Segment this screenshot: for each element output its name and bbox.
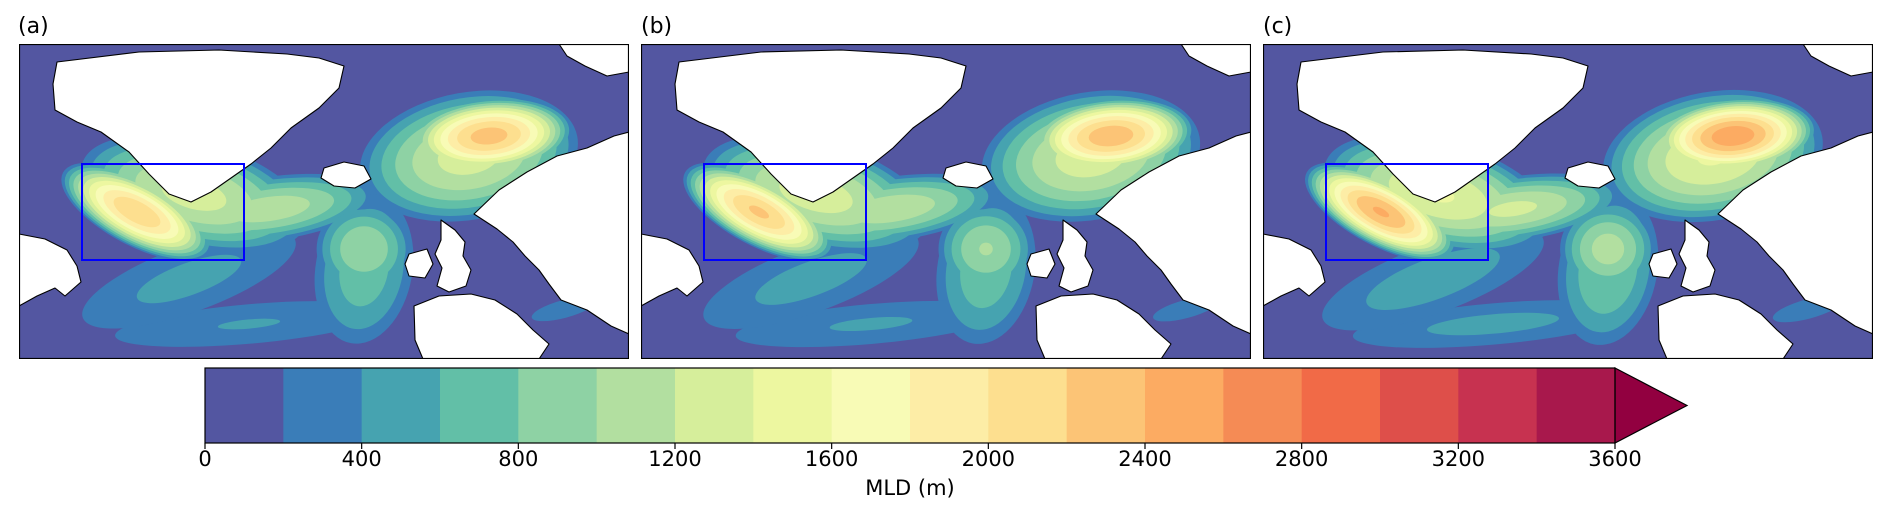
colorbar-tick-label: 1200 [648, 447, 702, 471]
coastline [1026, 248, 1056, 279]
map-panel-a [19, 44, 629, 359]
mld-field [61, 90, 597, 347]
colorbar-outline [204, 367, 1616, 444]
mld-contour [228, 195, 310, 223]
coastline [1717, 131, 1873, 335]
coastline [404, 248, 434, 279]
mld-contour [755, 253, 867, 305]
coastline [1056, 219, 1094, 293]
colorbar-bin [910, 368, 989, 443]
colorbar-bin [675, 368, 754, 443]
colorbar-tick-label: 2400 [1118, 447, 1172, 471]
colorbar-bin [988, 368, 1068, 443]
coastline [19, 233, 82, 307]
colorbar-tick-label: 3200 [1431, 447, 1486, 471]
land [19, 44, 629, 359]
mld-contour [1366, 248, 1500, 310]
colorbar-bin [283, 368, 363, 443]
coastline [674, 49, 967, 203]
colorbar-bin [1380, 368, 1459, 443]
mld-contour [340, 226, 388, 272]
map-panel-c [1263, 44, 1873, 359]
colorbar-title: MLD (m) [865, 476, 955, 500]
colorbar-extend-arrow [1614, 367, 1689, 444]
mld-contour [136, 254, 242, 304]
map-frame [19, 44, 629, 359]
colorbar-bin [361, 368, 441, 443]
colorbar-bin [205, 368, 284, 443]
colorbar-bin [596, 368, 676, 443]
coastline [1802, 44, 1873, 77]
coastline [558, 44, 629, 77]
colorbar-tick-label: 3600 [1588, 447, 1642, 471]
coastline [1657, 293, 1794, 359]
mld-contour [1372, 206, 1390, 218]
colorbar-tick-label: 0 [198, 447, 212, 471]
coastline [473, 131, 629, 335]
colorbar-bin [1301, 368, 1381, 443]
mld-contour [749, 205, 769, 219]
colorbar-bin [1458, 368, 1538, 443]
panel-label-a: (a) [18, 14, 49, 39]
mld-contour [1488, 201, 1538, 217]
colorbar-bin [753, 368, 833, 443]
colorbar-tick-label: 2000 [961, 447, 1016, 471]
mld-contour [847, 194, 935, 224]
colorbar-bin [518, 368, 598, 443]
region-box [703, 163, 867, 261]
colorbar-bin [1223, 368, 1303, 443]
coastline [320, 161, 372, 189]
coastline [942, 161, 994, 189]
colorbar-bin [831, 368, 911, 443]
mld-contour [1711, 126, 1755, 146]
map-panel-b [641, 44, 1251, 359]
region-box [1325, 163, 1489, 261]
mld-contour [470, 127, 508, 145]
land [1263, 44, 1873, 359]
coastline [1296, 49, 1589, 203]
land [641, 44, 1251, 359]
colorbar-bin [1066, 368, 1146, 443]
colorbar-bin [1145, 368, 1224, 443]
coastline [1095, 131, 1251, 335]
mld-contour [217, 318, 281, 330]
coastline [1678, 219, 1716, 293]
mld-contour [1426, 312, 1560, 336]
mld-contour [1591, 233, 1625, 265]
coastline [52, 49, 345, 203]
colorbar-bin [440, 368, 519, 443]
coastline [1180, 44, 1251, 77]
colorbar-tick-label: 2800 [1274, 447, 1329, 471]
coastline [1564, 161, 1616, 189]
coastline [434, 219, 472, 293]
colorbar-tick-label: 800 [498, 447, 539, 471]
region-box [81, 163, 245, 261]
mld-contour [979, 242, 993, 256]
map-frame [1263, 44, 1873, 359]
coastline [1263, 233, 1326, 307]
mld-contour [829, 316, 913, 332]
mld-contour [1088, 125, 1134, 147]
colorbar-tick-label: 1600 [804, 447, 859, 471]
coastline [1648, 248, 1678, 279]
colorbar-tick-label: 400 [341, 447, 382, 471]
map-frame [641, 44, 1251, 359]
panel-label-b: (b) [641, 14, 673, 39]
coastline [641, 233, 704, 307]
coastline [413, 293, 550, 359]
coastline [1035, 293, 1172, 359]
colorbar-bin [1536, 368, 1616, 443]
mld-contour [113, 196, 161, 228]
panel-label-c: (c) [1263, 14, 1293, 39]
